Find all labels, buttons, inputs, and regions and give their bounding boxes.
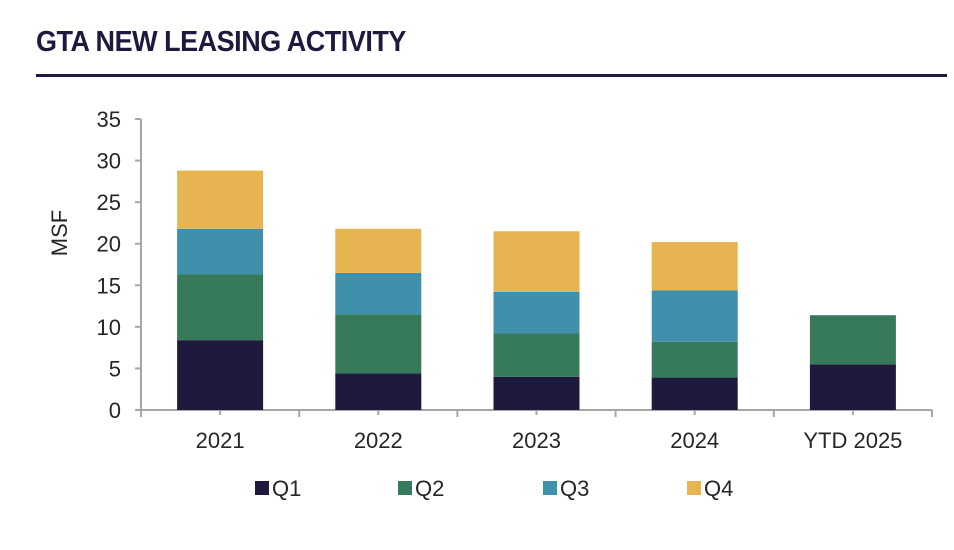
bar-segment-q3-2023 — [493, 291, 580, 334]
y-axis: 0 5 10 15 20 25 30 35 — [97, 107, 142, 423]
legend-label-q4: Q4 — [704, 476, 733, 501]
x-tick-label: 2023 — [512, 428, 561, 453]
legend: Q1 Q2 Q3 Q4 — [255, 476, 733, 501]
bar-segment-q2-2022 — [335, 314, 422, 374]
legend-swatch-q2 — [398, 481, 412, 495]
legend-swatch-q3 — [543, 481, 557, 495]
bar-segment-q3-2021 — [177, 228, 264, 275]
legend-swatch-q1 — [255, 481, 269, 495]
bar-segment-q1-ytd-2025 — [809, 364, 896, 410]
y-tick-label: 25 — [97, 190, 121, 215]
bars — [177, 170, 896, 410]
legend-label-q2: Q2 — [415, 476, 444, 501]
bar-segment-q2-2023 — [493, 333, 580, 377]
y-tick-label: 30 — [97, 149, 121, 174]
bar-segment-q1-2021 — [177, 340, 264, 410]
y-tick-label: 0 — [109, 398, 121, 423]
y-tick-label: 35 — [97, 107, 121, 132]
bar-segment-q3-2022 — [335, 272, 422, 315]
x-tick-label: 2022 — [354, 428, 403, 453]
y-axis-title: MSF — [47, 210, 72, 256]
bar-segment-q2-2024 — [651, 341, 738, 378]
y-tick-label: 5 — [109, 356, 121, 381]
legend-swatch-q4 — [687, 481, 701, 495]
y-tick-label: 10 — [97, 315, 121, 340]
x-tick-label: 2021 — [196, 428, 245, 453]
bar-segment-q2-ytd-2025 — [809, 315, 896, 365]
bar-segment-q2-2021 — [177, 274, 264, 341]
bar-segment-q3-2024 — [651, 290, 738, 342]
bar-segment-q4-2021 — [177, 170, 264, 229]
bar-segment-q4-2023 — [493, 231, 580, 292]
bar-segment-q4-2024 — [651, 242, 738, 291]
bar-segment-q4-2022 — [335, 228, 422, 273]
x-axis: 2021 2022 2023 2024 YTD 2025 — [140, 409, 933, 453]
title-underline — [36, 74, 947, 77]
y-tick-label: 20 — [97, 232, 121, 257]
bar-segment-q1-2022 — [335, 373, 422, 410]
x-tick-label: YTD 2025 — [803, 428, 902, 453]
bar-segment-q1-2024 — [651, 377, 738, 410]
legend-label-q3: Q3 — [560, 476, 589, 501]
bar-segment-q1-2023 — [493, 376, 580, 410]
legend-label-q1: Q1 — [272, 476, 301, 501]
chart-title: GTA NEW LEASING ACTIVITY — [36, 26, 406, 58]
x-tick-label: 2024 — [670, 428, 719, 453]
y-tick-label: 15 — [97, 273, 121, 298]
